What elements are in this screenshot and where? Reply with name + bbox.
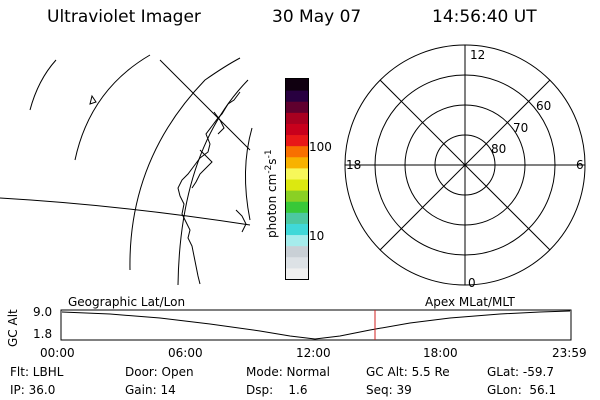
timeline-left-title: Geographic Lat/Lon [68, 295, 186, 309]
color-scale-band [286, 267, 308, 280]
status-gc-alt: GC Alt: 5.5 Re [366, 365, 450, 379]
color-scale-band [286, 156, 308, 169]
map-coastline [177, 91, 241, 285]
status-door: Door: Open [125, 365, 194, 379]
header-date: 30 May 07 [272, 7, 362, 27]
map-meridian-1 [0, 197, 251, 226]
color-scale-band [286, 179, 308, 191]
polar-grid: 12 18 6 0 60 70 80 [344, 44, 586, 290]
timeline-tick-0000: 00:00 [40, 346, 75, 360]
timeline-y-bottom: 1.8 [33, 327, 53, 341]
geographic-map [0, 54, 253, 286]
map-latitude-arc-4 [177, 79, 249, 286]
polar-label-12: 12 [470, 48, 485, 62]
polar-lat-label-70: 70 [513, 121, 528, 135]
map-coastline-5 [89, 94, 97, 105]
color-scale-band [286, 145, 308, 158]
color-scale-band [286, 101, 308, 113]
map-coastline-2 [191, 149, 213, 189]
color-scale-band [286, 201, 308, 213]
color-scale-band [286, 79, 308, 91]
status-glat: GLat: -59.7 [487, 365, 554, 379]
map-latitude-arc-5 [245, 127, 253, 221]
status-glon: GLon: 56.1 [487, 383, 557, 397]
color-scale-gradient [286, 79, 308, 280]
color-scale-bar [285, 78, 309, 280]
color-scale-band [286, 123, 308, 136]
timeline-tick-0600: 06:00 [168, 346, 203, 360]
map-meridian-2 [159, 59, 251, 151]
timeline-tick-1800: 18:00 [423, 346, 458, 360]
color-scale-band [286, 167, 308, 180]
status-gain: Gain: 14 [125, 383, 176, 397]
color-scale-band [286, 256, 308, 269]
status-ip: IP: 36.0 [10, 383, 56, 397]
map-coastline-3 [213, 111, 225, 135]
polar-diagonal-2 [379, 79, 551, 251]
status-filter: Flt: LBHL [10, 365, 64, 379]
color-scale-tick-10: 10 [309, 229, 325, 243]
timeline-ylabel: GC Alt [6, 309, 20, 347]
timeline-y-top: 9.0 [33, 305, 53, 319]
status-dsp: Dsp: 1.6 [246, 383, 308, 397]
map-latitude-arc-1 [29, 59, 57, 111]
color-scale-band [286, 212, 308, 224]
polar-lat-label-60: 60 [536, 99, 551, 113]
color-scale-band [286, 190, 308, 202]
timeline-frame [60, 309, 572, 341]
color-scale-band [286, 112, 308, 124]
polar-label-18: 18 [346, 158, 361, 172]
color-scale-band [286, 223, 308, 236]
color-scale-band [286, 234, 308, 247]
polar-lat-label-80: 80 [491, 142, 506, 156]
timeline-tick-2359: 23:59 [552, 346, 587, 360]
app-title: Ultraviolet Imager [47, 7, 201, 27]
polar-label-6: 6 [576, 158, 584, 172]
color-scale-band [286, 90, 308, 102]
color-scale-tick-100: 100 [309, 140, 332, 154]
timeline-tick-1200: 12:00 [296, 346, 331, 360]
timeline-right-title: Apex MLat/MLT [425, 295, 515, 309]
color-scale-band [286, 245, 308, 258]
altitude-timeline-plot [60, 309, 572, 341]
status-seq: Seq: 39 [366, 383, 412, 397]
status-mode: Mode: Normal [246, 365, 330, 379]
color-scale-unit-label: photon cm-2s-1 [264, 149, 279, 238]
map-coastline-4 [235, 209, 247, 233]
header-time: 14:56:40 UT [432, 7, 537, 27]
map-latitude-arc-2 [74, 54, 151, 161]
altitude-trace [61, 310, 571, 340]
polar-label-0: 0 [468, 276, 476, 290]
color-scale-band [286, 134, 308, 147]
map-latitude-arc-3 [129, 57, 241, 271]
